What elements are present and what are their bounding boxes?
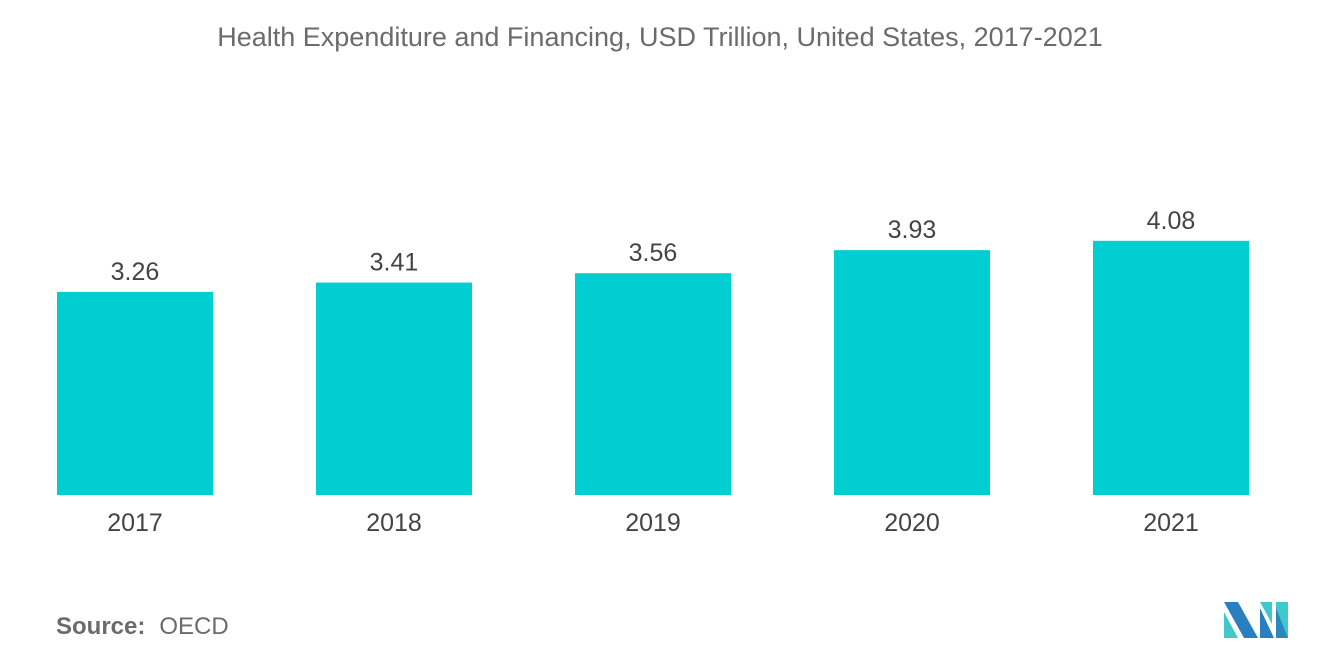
brand-logo [1224,602,1288,638]
x-tick-label-2021: 2021 [1143,509,1199,537]
data-label-2019: 3.56 [629,239,678,267]
data-label-2017: 3.26 [111,258,160,286]
bar-2020 [834,250,990,495]
bar-2017 [57,291,213,495]
chart-title: Health Expenditure and Financing, USD Tr… [217,22,1103,52]
x-tick-label-2020: 2020 [884,509,940,537]
bar-chart: 3.26 2017 3.41 2018 3.56 2019 3.93 2020 4.08 2021 [57,207,1249,537]
source-note: Source: OECD [56,613,229,641]
bar-2018 [316,282,472,495]
data-label-2018: 3.41 [370,249,419,277]
source-value: OECD [159,613,229,640]
bar-2019 [575,273,731,495]
data-label-2021: 4.08 [1147,207,1196,235]
x-tick-label-2017: 2017 [107,509,163,537]
data-label-2020: 3.93 [888,216,937,244]
x-tick-label-2019: 2019 [625,509,681,537]
x-tick-label-2018: 2018 [366,509,422,537]
source-label: Source: [56,613,146,640]
bar-2021 [1093,240,1249,495]
